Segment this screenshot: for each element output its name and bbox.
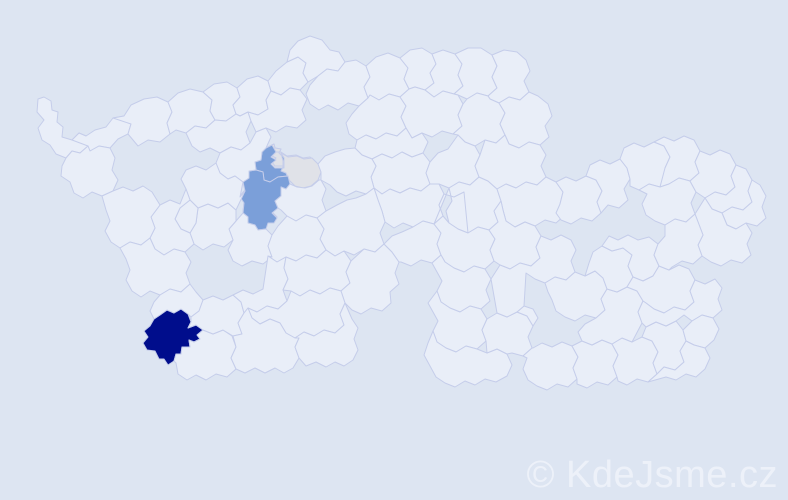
region-south-moravia [481,234,687,391]
district-trutnov[interactable] [453,47,498,100]
district-louny[interactable] [185,111,252,154]
district-uherske-hradiste-east[interactable] [647,340,711,383]
district-sumperk[interactable] [555,175,603,225]
district-trebon[interactable] [294,302,359,368]
district-susice-horazdovice[interactable] [149,283,204,320]
district-uherske-hradiste[interactable] [611,336,659,386]
district-sumperk-north[interactable] [585,158,631,214]
district-brno-venkov[interactable] [481,311,534,357]
district-novy-jicin[interactable] [653,213,704,271]
district-tachov[interactable] [60,145,119,199]
district-kolin[interactable] [370,151,431,195]
district-jihlava[interactable] [431,254,492,313]
district-nachod[interactable] [487,49,531,104]
district-benesov[interactable] [316,187,386,257]
district-pribram[interactable] [267,214,327,263]
district-cesky-krumlov[interactable] [173,329,237,381]
region-northwest-bohemia [36,35,371,199]
district-jindrichuv-hradec[interactable] [340,243,400,315]
district-vyskov[interactable] [544,270,608,322]
district-praha-zapad[interactable] [274,179,327,222]
region-north-moravia [555,135,767,349]
district-praha-vychod[interactable] [317,147,377,197]
region-central-bohemia [101,127,566,298]
district-hodonin[interactable] [571,339,619,389]
district-bruntal-south[interactable] [638,177,697,226]
region-vysocina [383,187,542,388]
district-cheb[interactable] [36,96,89,159]
region-north-bohemia [345,47,553,149]
region-south-bohemia [142,243,400,381]
district-svitavy[interactable] [496,176,566,228]
district-znojmo[interactable] [423,330,513,388]
district-jicin[interactable] [399,86,464,139]
district-breclav[interactable] [522,341,579,391]
district-trebic[interactable] [427,290,488,353]
region-southeast-edge [647,340,711,383]
